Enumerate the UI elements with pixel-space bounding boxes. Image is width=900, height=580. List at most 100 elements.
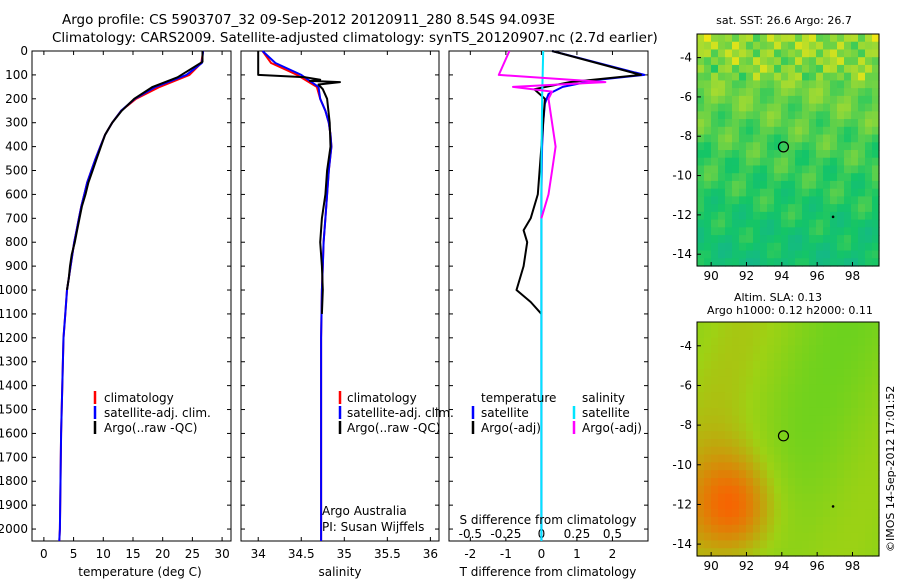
map-cell	[837, 126, 845, 136]
map-cell	[858, 80, 866, 89]
map-cell	[760, 80, 768, 89]
map-cell	[865, 250, 873, 259]
map-cell	[781, 329, 789, 339]
map-cell	[837, 368, 845, 378]
map-cell	[802, 524, 810, 534]
map-cell	[746, 227, 754, 236]
map-cell	[704, 95, 712, 105]
map-cell	[767, 392, 775, 401]
map-cell	[753, 57, 761, 66]
map-cell	[697, 439, 705, 448]
map-cell	[816, 134, 824, 143]
map-cell	[837, 532, 845, 541]
map-cell	[858, 142, 866, 151]
map-cell	[837, 111, 845, 120]
map-cell	[844, 337, 852, 346]
x-tick-label: 20	[155, 547, 170, 561]
map-cell	[725, 322, 733, 331]
map-cell	[844, 470, 852, 479]
map-cell	[697, 517, 705, 526]
map-cell	[725, 242, 733, 252]
map-cell	[718, 540, 726, 549]
map-cell	[711, 227, 719, 236]
map-cell	[809, 196, 817, 205]
x-tick-label: 1	[573, 547, 581, 561]
map-cell	[802, 211, 810, 221]
map-cell	[809, 485, 817, 495]
map-cell	[718, 322, 726, 331]
map-cell	[718, 235, 726, 244]
map-cell	[788, 64, 796, 74]
map-cell	[816, 361, 824, 370]
map-cell	[788, 204, 796, 213]
map-cell	[711, 509, 719, 518]
map-cell	[746, 368, 754, 378]
map-x-tick-label: 92	[739, 559, 754, 573]
map-cell	[767, 509, 775, 518]
map-cell	[774, 501, 782, 510]
map-cell	[872, 173, 880, 182]
map-cell	[760, 384, 768, 393]
map-cell	[746, 423, 754, 432]
map-cell	[851, 103, 859, 112]
map-cell	[865, 353, 873, 362]
map-cell	[851, 532, 859, 541]
map-cell	[753, 439, 761, 448]
map-cell	[760, 188, 768, 197]
map-cell	[774, 415, 782, 424]
map-cell	[746, 235, 754, 244]
map-cell	[767, 501, 775, 510]
map-cell	[711, 384, 719, 393]
map-cell	[760, 376, 768, 385]
map-cell	[865, 142, 873, 151]
map-cell	[725, 180, 733, 190]
map-cell	[830, 485, 838, 495]
map-cell	[718, 407, 726, 417]
map-cell	[732, 72, 740, 81]
map-cell	[697, 235, 705, 244]
map-cell	[830, 41, 838, 51]
map-cell	[760, 196, 768, 205]
map-cell	[774, 173, 782, 182]
map-cell	[732, 384, 740, 393]
map-cell	[774, 64, 782, 74]
map-cell	[865, 95, 873, 105]
map-cell	[704, 72, 712, 81]
map-cell	[767, 376, 775, 385]
map-cell	[830, 235, 838, 244]
map-cell	[704, 415, 712, 424]
map-cell	[872, 235, 880, 244]
map-cell	[788, 361, 796, 370]
series-line	[261, 50, 333, 541]
map-cell	[788, 227, 796, 236]
map-cell	[795, 345, 803, 354]
map-cell	[718, 462, 726, 471]
map-cell	[816, 462, 824, 471]
map-cell	[725, 548, 733, 557]
map-cell	[725, 361, 733, 370]
map-cell	[858, 157, 866, 167]
map-cell	[795, 165, 803, 174]
map-cell	[865, 111, 873, 120]
map-cell	[788, 196, 796, 205]
map-cell	[746, 72, 754, 81]
map-cell	[823, 392, 831, 401]
map-cell	[746, 345, 754, 354]
map-cell	[718, 532, 726, 541]
map-cell	[760, 415, 768, 424]
map-cell	[795, 400, 803, 409]
map-cell	[711, 361, 719, 370]
map-cell	[732, 509, 740, 518]
map-cell	[753, 188, 761, 197]
map-cell	[809, 415, 817, 424]
salinity-legend: climatology satellite-adj. clim. Argo(..…	[338, 391, 454, 435]
map-cell	[767, 111, 775, 120]
map-cell	[858, 415, 866, 424]
map-cell	[753, 157, 761, 167]
map-cell	[697, 509, 705, 518]
map-cell	[865, 337, 873, 346]
map-cell	[816, 95, 824, 105]
map-cell	[802, 95, 810, 105]
map-cell	[851, 501, 859, 510]
map-cell	[809, 322, 817, 331]
